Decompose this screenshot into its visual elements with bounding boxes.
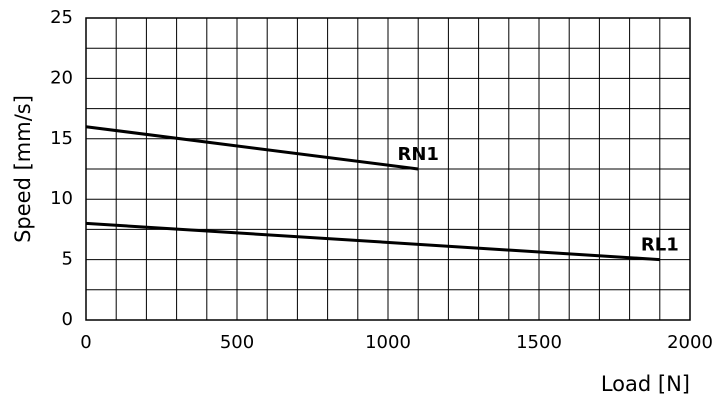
x-axis-label: Load [N] — [601, 372, 690, 396]
y-tick-label: 0 — [62, 309, 73, 330]
y-tick-label: 5 — [62, 249, 73, 270]
series-lines — [85, 125, 660, 262]
plot-frame — [85, 17, 691, 321]
y-tick-label: 20 — [50, 67, 73, 88]
grid — [86, 18, 690, 320]
y-tick-label: 25 — [50, 7, 73, 28]
x-axis-ticks: 0 500 1000 1500 2000 — [80, 332, 713, 353]
y-axis-label: Speed [mm/s] — [11, 95, 35, 243]
series-label-rn1: RN1 — [397, 144, 438, 165]
series-line-rn1 — [85, 125, 419, 171]
x-tick-label: 1000 — [365, 332, 411, 353]
x-tick-label: 500 — [220, 332, 254, 353]
x-tick-label: 0 — [80, 332, 91, 353]
y-axis-ticks: 0 5 10 15 20 25 — [50, 7, 73, 330]
x-tick-label: 2000 — [667, 332, 713, 353]
series-labels: RN1 RL1 — [397, 144, 678, 256]
y-tick-label: 15 — [50, 128, 73, 149]
series-line-rl1 — [85, 221, 660, 262]
series-label-rl1: RL1 — [641, 235, 679, 256]
x-tick-label: 1500 — [516, 332, 562, 353]
y-tick-label: 10 — [50, 188, 73, 209]
